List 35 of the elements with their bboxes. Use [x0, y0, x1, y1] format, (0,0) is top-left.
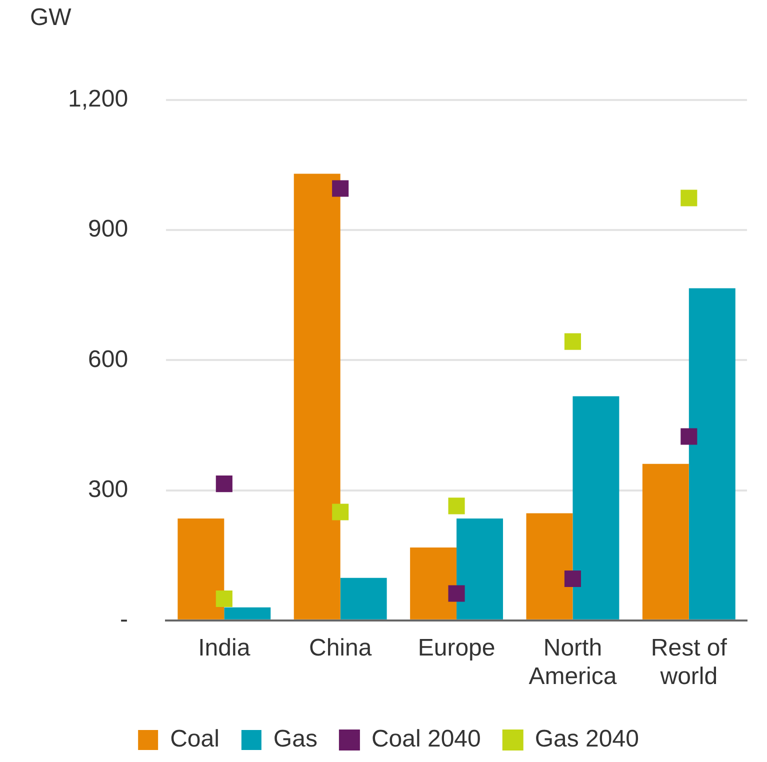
point [564, 333, 581, 350]
legend-label: Coal 2040 [371, 726, 481, 753]
y-tick-label: 1,200 [68, 86, 128, 113]
point [448, 498, 465, 514]
point [216, 590, 232, 607]
bar [224, 607, 271, 620]
y-axis-title: GW [30, 4, 72, 32]
y-tick-label: 900 [88, 216, 128, 243]
x-tick-label: China [308, 634, 372, 662]
y-tick-label: 300 [88, 476, 128, 503]
bar [456, 518, 504, 620]
bar [340, 578, 387, 620]
point [216, 476, 232, 492]
bar [178, 518, 224, 620]
point [680, 190, 698, 206]
x-tick-label: North America [528, 634, 618, 690]
bar [526, 513, 573, 620]
point [332, 180, 349, 197]
point [448, 585, 465, 602]
legend-label: Gas 2040 [534, 726, 639, 753]
bar [294, 174, 340, 620]
bar [688, 288, 736, 620]
point [332, 504, 349, 520]
point [680, 428, 698, 445]
legend-label: Coal [170, 726, 220, 753]
legend-label: Gas [273, 726, 318, 753]
bar [572, 396, 620, 620]
bar [642, 464, 689, 620]
y-tick-label: - [120, 606, 128, 634]
bar [410, 548, 457, 620]
point [564, 570, 581, 588]
x-tick-label: Rest of world [650, 634, 728, 690]
x-tick-label: India [198, 634, 251, 662]
y-tick-label: 600 [88, 346, 128, 373]
x-tick-label: Europe [418, 634, 496, 662]
